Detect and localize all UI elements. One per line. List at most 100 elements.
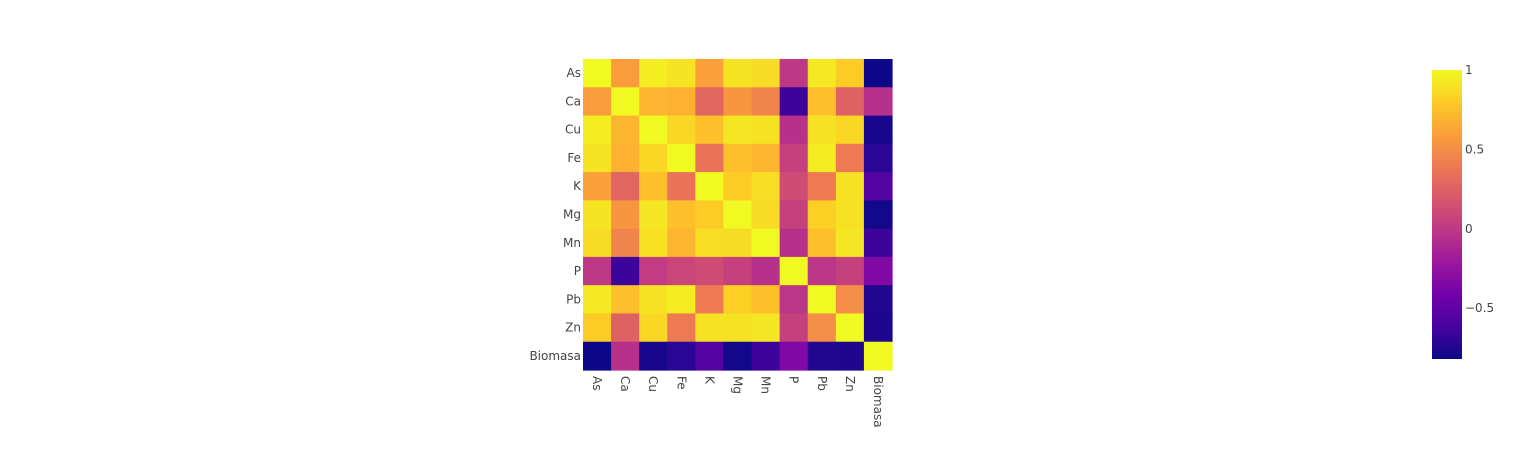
heatmap-cell-As-Mg[interactable] xyxy=(723,59,753,88)
heatmap-cell-Biomasa-Biomasa[interactable] xyxy=(863,341,893,371)
heatmap-cell-Biomasa-Ca[interactable] xyxy=(611,341,640,371)
heatmap-cell-Biomasa-K[interactable] xyxy=(695,341,725,371)
heatmap-cell-Fe-As[interactable] xyxy=(583,143,612,173)
heatmap-cell-Mg-Pb[interactable] xyxy=(807,200,837,230)
heatmap-cell-Mn-Mn[interactable] xyxy=(751,228,781,258)
heatmap-cell-Ca-As[interactable] xyxy=(583,87,612,117)
heatmap-cell-Ca-Ca[interactable] xyxy=(611,87,640,117)
heatmap-cell-Biomasa-Pb[interactable] xyxy=(807,341,837,371)
heatmap-cell-Mn-Mg[interactable] xyxy=(723,228,753,258)
heatmap-cell-Ca-Biomasa[interactable] xyxy=(863,87,893,117)
heatmap-cell-P-Pb[interactable] xyxy=(807,256,837,286)
heatmap-cell-Ca-Cu[interactable] xyxy=(639,87,668,117)
heatmap-cell-Mn-K[interactable] xyxy=(695,228,725,258)
heatmap-cell-As-As[interactable] xyxy=(583,59,612,88)
heatmap-cell-Fe-Mg[interactable] xyxy=(723,143,753,173)
heatmap-cell-Mn-As[interactable] xyxy=(583,228,612,258)
heatmap-cell-Biomasa-Mg[interactable] xyxy=(723,341,753,371)
heatmap-cell-Mg-P[interactable] xyxy=(779,200,809,230)
heatmap-cell-Pb-K[interactable] xyxy=(695,285,725,315)
heatmap-cell-As-Ca[interactable] xyxy=(611,59,640,88)
heatmap-cell-K-Pb[interactable] xyxy=(807,172,837,201)
heatmap-cell-Mn-Zn[interactable] xyxy=(835,228,865,258)
heatmap-cell-Zn-Fe[interactable] xyxy=(667,313,696,343)
heatmap-cell-Cu-Cu[interactable] xyxy=(639,115,668,145)
heatmap-cell-Mg-Biomasa[interactable] xyxy=(863,200,893,230)
heatmap-cell-As-Zn[interactable] xyxy=(835,59,865,88)
heatmap-cell-Mg-Mn[interactable] xyxy=(751,200,781,230)
heatmap-cell-Pb-P[interactable] xyxy=(779,285,809,315)
heatmap-cell-Fe-Ca[interactable] xyxy=(611,143,640,173)
heatmap-cell-As-Cu[interactable] xyxy=(639,59,668,88)
heatmap-cell-Ca-Pb[interactable] xyxy=(807,87,837,117)
heatmap-cell-P-Zn[interactable] xyxy=(835,256,865,286)
heatmap-cell-Fe-Cu[interactable] xyxy=(639,143,668,173)
heatmap-cell-Cu-Mg[interactable] xyxy=(723,115,753,145)
heatmap-cell-Fe-P[interactable] xyxy=(779,143,809,173)
heatmap-cell-Mn-Cu[interactable] xyxy=(639,228,668,258)
heatmap-cell-P-Mn[interactable] xyxy=(751,256,781,286)
heatmap-cell-Cu-P[interactable] xyxy=(779,115,809,145)
heatmap-cell-Fe-Pb[interactable] xyxy=(807,143,837,173)
heatmap-cell-Pb-Pb[interactable] xyxy=(807,285,837,315)
heatmap-cell-Cu-Biomasa[interactable] xyxy=(863,115,893,145)
heatmap-cell-As-K[interactable] xyxy=(695,59,725,88)
heatmap-cell-Mg-As[interactable] xyxy=(583,200,612,230)
heatmap-cell-Zn-Ca[interactable] xyxy=(611,313,640,343)
heatmap-cell-Ca-Mg[interactable] xyxy=(723,87,753,117)
heatmap-cell-Mn-Ca[interactable] xyxy=(611,228,640,258)
heatmap-cell-K-P[interactable] xyxy=(779,172,809,201)
heatmap-cell-Ca-K[interactable] xyxy=(695,87,725,117)
heatmap-cell-Zn-Pb[interactable] xyxy=(807,313,837,343)
heatmap-cell-Mn-Pb[interactable] xyxy=(807,228,837,258)
heatmap-cell-Mn-Biomasa[interactable] xyxy=(863,228,893,258)
heatmap-cell-Ca-Mn[interactable] xyxy=(751,87,781,117)
heatmap-cell-Zn-Biomasa[interactable] xyxy=(863,313,893,343)
heatmap-cell-P-Mg[interactable] xyxy=(723,256,753,286)
heatmap-cell-Zn-K[interactable] xyxy=(695,313,725,343)
heatmap-cell-Pb-Fe[interactable] xyxy=(667,285,696,315)
heatmap-cell-K-Mg[interactable] xyxy=(723,172,753,201)
heatmap-cell-Ca-Fe[interactable] xyxy=(667,87,696,117)
heatmap-cell-P-Cu[interactable] xyxy=(639,256,668,286)
heatmap-cell-P-P[interactable] xyxy=(779,256,809,286)
heatmap-cell-Pb-Mg[interactable] xyxy=(723,285,753,315)
heatmap-cell-Cu-Zn[interactable] xyxy=(835,115,865,145)
heatmap-cell-P-Ca[interactable] xyxy=(611,256,640,286)
heatmap-cell-K-Fe[interactable] xyxy=(667,172,696,201)
heatmap-cell-Fe-Biomasa[interactable] xyxy=(863,143,893,173)
heatmap-cell-Ca-P[interactable] xyxy=(779,87,809,117)
heatmap-cell-Cu-Ca[interactable] xyxy=(611,115,640,145)
heatmap-cell-Mn-Fe[interactable] xyxy=(667,228,696,258)
heatmap-cell-Fe-Mn[interactable] xyxy=(751,143,781,173)
heatmap-cell-Cu-Fe[interactable] xyxy=(667,115,696,145)
heatmap-cell-Pb-Biomasa[interactable] xyxy=(863,285,893,315)
heatmap-cell-Cu-Mn[interactable] xyxy=(751,115,781,145)
heatmap-cell-Mg-Ca[interactable] xyxy=(611,200,640,230)
heatmap-cell-Zn-Mn[interactable] xyxy=(751,313,781,343)
heatmap-cell-K-Cu[interactable] xyxy=(639,172,668,201)
heatmap-cell-As-Biomasa[interactable] xyxy=(863,59,893,88)
heatmap-cell-Fe-Zn[interactable] xyxy=(835,143,865,173)
heatmap-cell-Fe-Fe[interactable] xyxy=(667,143,696,173)
heatmap-cell-Biomasa-Zn[interactable] xyxy=(835,341,865,371)
heatmap-cell-Mg-Mg[interactable] xyxy=(723,200,753,230)
heatmap-cell-K-Ca[interactable] xyxy=(611,172,640,201)
heatmap-cell-Mn-P[interactable] xyxy=(779,228,809,258)
heatmap-cell-Cu-K[interactable] xyxy=(695,115,725,145)
heatmap-cell-Mg-Zn[interactable] xyxy=(835,200,865,230)
heatmap-cell-Biomasa-As[interactable] xyxy=(583,341,612,371)
heatmap-cell-P-Fe[interactable] xyxy=(667,256,696,286)
heatmap-cell-Fe-K[interactable] xyxy=(695,143,725,173)
heatmap-cell-Mg-K[interactable] xyxy=(695,200,725,230)
heatmap-cell-K-Mn[interactable] xyxy=(751,172,781,201)
heatmap-cell-As-Fe[interactable] xyxy=(667,59,696,88)
heatmap-cell-Zn-Mg[interactable] xyxy=(723,313,753,343)
heatmap-cell-Zn-P[interactable] xyxy=(779,313,809,343)
heatmap-cell-Pb-Cu[interactable] xyxy=(639,285,668,315)
heatmap-cell-Biomasa-P[interactable] xyxy=(779,341,809,371)
heatmap-cell-Zn-Zn[interactable] xyxy=(835,313,865,343)
heatmap-cell-P-K[interactable] xyxy=(695,256,725,286)
heatmap-cell-K-Biomasa[interactable] xyxy=(863,172,893,201)
heatmap-cell-K-Zn[interactable] xyxy=(835,172,865,201)
